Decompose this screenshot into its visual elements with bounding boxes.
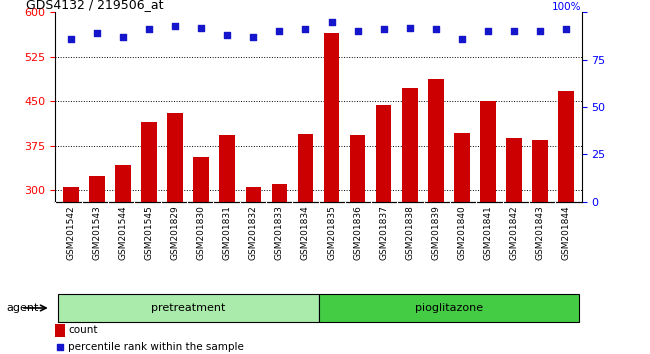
- Text: GSM201838: GSM201838: [405, 205, 414, 260]
- Bar: [480, 101, 496, 202]
- Bar: [63, 187, 79, 202]
- Text: GSM201837: GSM201837: [379, 205, 388, 260]
- Point: [509, 29, 519, 34]
- Bar: [318, 294, 579, 322]
- Point: [352, 29, 363, 34]
- Text: GSM201844: GSM201844: [562, 205, 571, 260]
- Bar: [350, 135, 365, 202]
- Bar: [246, 187, 261, 202]
- Text: GSM201840: GSM201840: [458, 205, 466, 260]
- Text: GSM201829: GSM201829: [171, 205, 179, 260]
- Bar: [454, 132, 470, 202]
- Bar: [167, 113, 183, 202]
- Bar: [428, 79, 443, 202]
- Bar: [532, 139, 548, 202]
- Point: [535, 29, 545, 34]
- Point: [326, 19, 337, 25]
- Text: GDS4132 / 219506_at: GDS4132 / 219506_at: [26, 0, 164, 11]
- Point: [378, 27, 389, 32]
- Text: GSM201836: GSM201836: [353, 205, 362, 260]
- Bar: [115, 165, 131, 202]
- Text: GSM201834: GSM201834: [301, 205, 310, 260]
- Text: pretreatment: pretreatment: [151, 303, 226, 313]
- Bar: [141, 122, 157, 202]
- Bar: [506, 138, 522, 202]
- Text: GSM201545: GSM201545: [144, 205, 153, 260]
- Bar: [376, 105, 391, 202]
- Bar: [55, 324, 65, 337]
- Point: [222, 32, 233, 38]
- Text: GSM201543: GSM201543: [92, 205, 101, 260]
- Point: [300, 27, 311, 32]
- Bar: [272, 184, 287, 202]
- Bar: [298, 134, 313, 202]
- Text: GSM201833: GSM201833: [275, 205, 284, 260]
- Text: pioglitazone: pioglitazone: [415, 303, 483, 313]
- Text: GSM201843: GSM201843: [536, 205, 545, 260]
- Point: [55, 344, 65, 350]
- Text: GSM201839: GSM201839: [432, 205, 440, 260]
- Bar: [194, 158, 209, 202]
- Point: [404, 25, 415, 30]
- Text: GSM201841: GSM201841: [484, 205, 493, 260]
- Bar: [89, 176, 105, 202]
- Point: [430, 27, 441, 32]
- Point: [274, 29, 285, 34]
- Text: GSM201830: GSM201830: [197, 205, 205, 260]
- Bar: [220, 135, 235, 202]
- Text: percentile rank within the sample: percentile rank within the sample: [68, 342, 244, 352]
- Point: [92, 30, 102, 36]
- Bar: [558, 91, 574, 202]
- Text: agent: agent: [6, 303, 39, 313]
- Point: [144, 27, 154, 32]
- Point: [561, 27, 571, 32]
- Point: [118, 34, 128, 40]
- Text: 100%: 100%: [552, 2, 582, 12]
- Text: count: count: [68, 325, 98, 335]
- Point: [248, 34, 259, 40]
- Text: GSM201544: GSM201544: [118, 205, 127, 260]
- Text: GSM201842: GSM201842: [510, 205, 519, 260]
- Text: GSM201835: GSM201835: [327, 205, 336, 260]
- Text: GSM201542: GSM201542: [66, 205, 75, 260]
- Text: GSM201831: GSM201831: [223, 205, 232, 260]
- Point: [170, 23, 180, 28]
- Point: [66, 36, 76, 42]
- Point: [196, 25, 207, 30]
- Bar: [402, 88, 417, 202]
- Bar: [58, 294, 318, 322]
- Point: [457, 36, 467, 42]
- Point: [483, 29, 493, 34]
- Text: GSM201832: GSM201832: [249, 205, 258, 260]
- Bar: [324, 33, 339, 202]
